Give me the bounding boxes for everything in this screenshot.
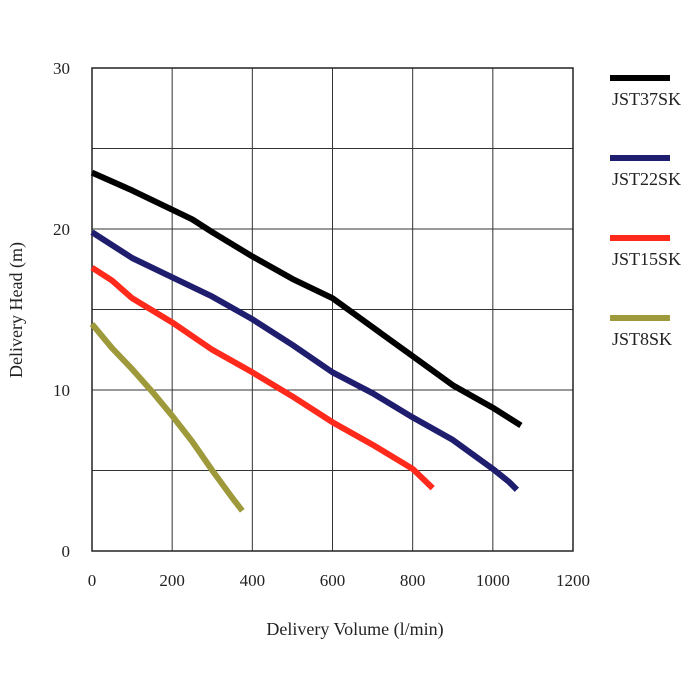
y-tick-label: 0	[62, 542, 71, 561]
y-tick-label: 30	[53, 59, 70, 78]
x-tick-label: 400	[240, 571, 266, 590]
legend-label-jst8sk: JST8SK	[612, 329, 672, 349]
series-line-jst37sk	[90, 169, 523, 428]
legend: JST37SK JST22SK JST15SK JST8SK	[610, 75, 681, 349]
x-tick-label: 1200	[556, 571, 590, 590]
x-axis-label: Delivery Volume (l/min)	[266, 619, 443, 640]
y-tick-label: 20	[53, 220, 70, 239]
grid	[91, 67, 574, 552]
x-tick-label: 200	[159, 571, 185, 590]
x-tick-label: 0	[88, 571, 97, 590]
legend-label-jst22sk: JST22SK	[612, 169, 681, 189]
series-lines	[89, 169, 523, 513]
series-line-jst8sk	[89, 322, 245, 513]
y-axis-label: Delivery Head (m)	[6, 242, 27, 378]
legend-label-jst15sk: JST15SK	[612, 249, 681, 269]
x-tick-label: 800	[400, 571, 426, 590]
series-line-jst15sk	[90, 265, 435, 491]
x-tick-label: 600	[320, 571, 346, 590]
legend-label-jst37sk: JST37SK	[612, 89, 681, 109]
y-tick-label: 10	[53, 381, 70, 400]
series-line-jst22sk	[90, 229, 520, 492]
tick-labels: 0 200 400 600 800 1000 1200 0 10 20 30	[53, 59, 590, 590]
plot-frame	[91, 67, 574, 552]
x-tick-label: 1000	[476, 571, 510, 590]
